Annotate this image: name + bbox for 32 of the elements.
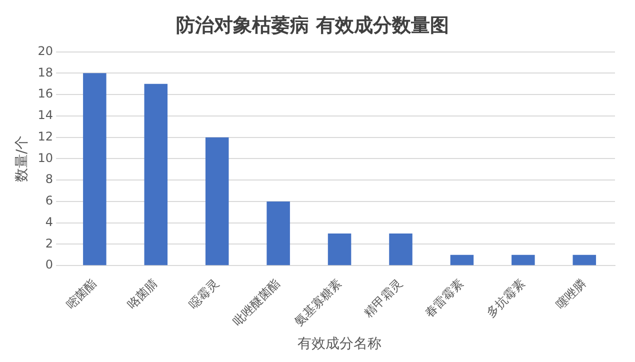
bar xyxy=(83,73,106,266)
y-tick-label: 2 xyxy=(45,236,54,250)
x-tick-label: 氨基寡糖素 xyxy=(292,276,344,328)
bar xyxy=(450,254,474,266)
bar xyxy=(144,84,168,266)
x-tick-label: 噁霉灵 xyxy=(186,276,222,312)
y-tick-label: 4 xyxy=(45,214,54,229)
bar xyxy=(266,201,290,266)
y-axis-title: 数量/个 xyxy=(14,135,30,182)
x-tick-label: 精甲霜灵 xyxy=(361,276,406,320)
x-tick-label: 嘧菌酯 xyxy=(64,276,100,312)
chart-title: 防治对象枯萎病 有效成分数量图 xyxy=(176,14,449,36)
y-tick-label: 8 xyxy=(45,172,54,186)
x-tick-label: 咯菌腈 xyxy=(124,276,160,312)
bar xyxy=(389,234,412,266)
y-tick-label: 10 xyxy=(38,150,54,165)
x-tick-label: 噻唑膦 xyxy=(553,276,589,312)
y-tick-label: 14 xyxy=(38,108,54,122)
bar xyxy=(205,137,229,266)
x-axis-title: 有效成分名称 xyxy=(298,336,382,352)
y-tick-label: 18 xyxy=(38,65,54,80)
y-tick-label: 0 xyxy=(45,258,54,272)
bar xyxy=(512,254,535,266)
y-tick-label: 20 xyxy=(38,44,54,58)
x-tick-label: 吡唑醚菌酯 xyxy=(230,276,283,328)
bar xyxy=(572,254,596,266)
x-tick-label: 春雷霉素 xyxy=(422,276,466,320)
y-tick-label: 6 xyxy=(45,194,54,208)
bar xyxy=(328,234,352,266)
y-tick-label: 16 xyxy=(38,86,54,101)
y-tick-label: 12 xyxy=(38,129,54,144)
x-tick-label: 多抗霉素 xyxy=(484,276,528,320)
